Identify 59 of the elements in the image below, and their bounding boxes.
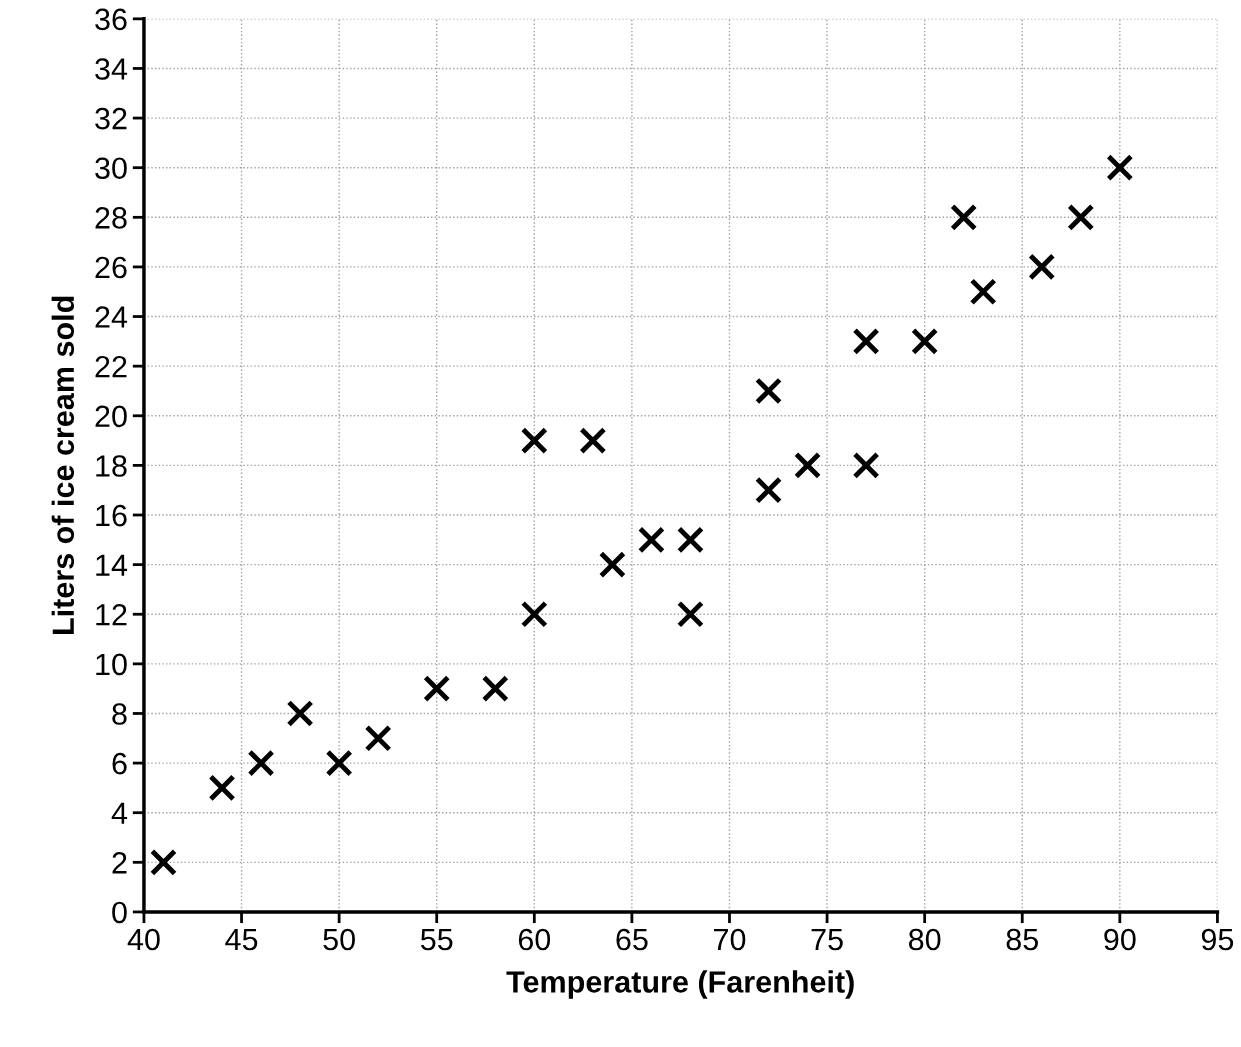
y-tick-label: 32: [95, 107, 127, 130]
x-axis-title: Temperature (Farenheit): [506, 970, 854, 999]
y-tick-label: 8: [112, 703, 127, 725]
x-tick-label: 45: [225, 929, 258, 951]
point: [247, 749, 275, 777]
point: [969, 278, 997, 306]
point: [637, 526, 665, 554]
y-tick-label: 24: [95, 306, 128, 328]
y-tick-label: 14: [96, 554, 128, 576]
point: [1067, 203, 1095, 231]
point: [520, 427, 548, 455]
y-tick-label: 30: [95, 157, 127, 180]
y-tick-label: 22: [95, 355, 127, 378]
point: [754, 476, 783, 504]
y-tick-label: 0: [112, 901, 127, 924]
y-tick-label: 16: [96, 504, 127, 527]
y-tick-label: 18: [96, 455, 127, 477]
point: [325, 749, 353, 777]
y-axis-title: Liters of ice cream sold: [51, 296, 75, 634]
point: [911, 327, 939, 355]
x-tick-label: 40: [127, 928, 160, 951]
point: [676, 600, 704, 628]
point: [286, 699, 314, 728]
y-tick-label: 26: [95, 256, 127, 279]
point: [579, 427, 607, 455]
point: [149, 848, 178, 876]
x-tick-label: 80: [908, 928, 941, 951]
x-tick-label: 85: [1006, 928, 1038, 951]
point: [364, 724, 392, 752]
x-tick-label: 95: [1201, 928, 1234, 951]
x-tick-label: 65: [616, 928, 648, 951]
x-tick-label: 60: [518, 928, 551, 951]
point: [520, 600, 548, 628]
point: [208, 774, 236, 802]
x-tick-label: 90: [1104, 928, 1136, 951]
x-tick-label: 75: [811, 929, 843, 951]
y-tick-label: 4: [111, 802, 128, 824]
point: [1028, 253, 1056, 281]
point: [794, 451, 822, 479]
point: [852, 327, 880, 355]
point: [950, 203, 978, 231]
y-tick-label: 36: [95, 8, 127, 31]
y-tick-label: 2: [112, 852, 127, 874]
y-tick-label: 34: [95, 58, 128, 80]
point: [423, 675, 451, 703]
y-tick-label: 6: [112, 752, 127, 775]
y-tick-label: 12: [96, 603, 127, 626]
point: [852, 451, 880, 479]
point: [1106, 154, 1134, 182]
y-tick-label: 28: [95, 207, 127, 229]
y-tick-label: 10: [96, 653, 127, 676]
x-tick-label: 55: [420, 929, 453, 951]
point: [676, 526, 704, 554]
point: [481, 675, 509, 703]
point: [754, 377, 783, 405]
x-tick-label: 70: [714, 928, 746, 951]
x-tick-label: 50: [323, 928, 355, 951]
y-tick-label: 20: [95, 405, 127, 428]
point: [598, 551, 626, 579]
